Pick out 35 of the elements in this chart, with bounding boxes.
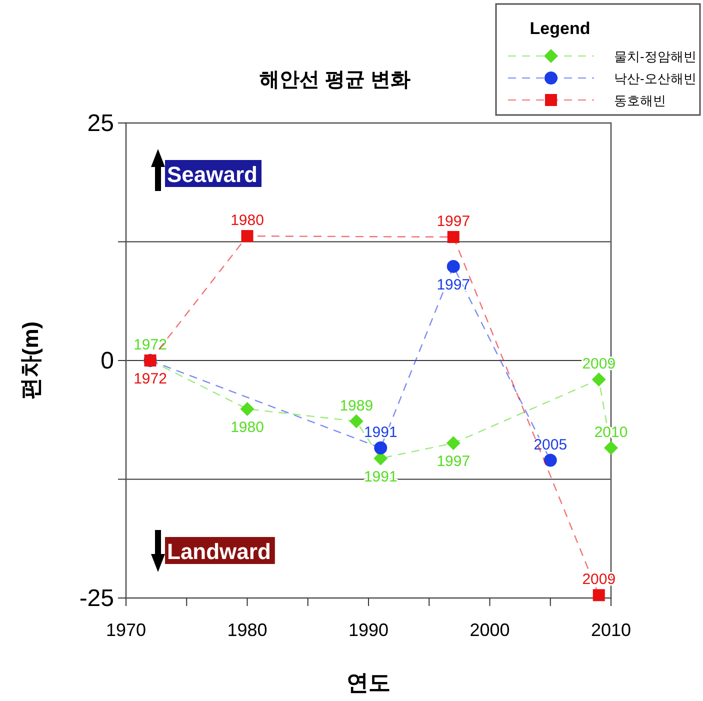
point (544, 454, 557, 467)
chart-title: 해안선 평균 변화 (259, 69, 411, 91)
annotation: 1989 (340, 397, 374, 414)
x-tick-label: 2010 (590, 620, 632, 640)
annotation: Seaward (167, 162, 258, 187)
x-tick-label: 1990 (348, 620, 389, 640)
point (447, 231, 460, 243)
x-tick-label: 2000 (470, 620, 510, 640)
point (592, 589, 605, 602)
point (240, 402, 254, 416)
x-tick-label: 1970 (106, 620, 146, 640)
point (241, 230, 254, 242)
point (349, 414, 364, 428)
annotation: 1997 (436, 213, 470, 230)
annotation: 1991 (364, 424, 398, 441)
annotation: 1972 (134, 336, 167, 354)
y-tick-label: 25 (87, 110, 114, 137)
x-axis-title: 연도 (346, 670, 390, 695)
legend: Legend 물치-정암해빈 낙산-오산해빈 동호해빈 (495, 3, 701, 116)
y-tick-label: -25 (79, 585, 114, 612)
annotation: 1972 (134, 370, 167, 388)
point (604, 440, 618, 455)
annotation: 1980 (230, 418, 264, 436)
annotation: Landward (167, 539, 271, 564)
x-tick-label: 1980 (227, 620, 268, 640)
point (446, 260, 460, 273)
point (374, 441, 388, 454)
annotation: 1997 (436, 453, 470, 470)
point (446, 436, 460, 450)
point (592, 372, 606, 386)
annotation: 2005 (534, 436, 568, 454)
legend-title: Legend (530, 19, 590, 38)
y-axis-title: 편차(m) (18, 321, 43, 400)
annotation: 1980 (230, 212, 264, 230)
y-tick-label: 0 (100, 348, 114, 374)
